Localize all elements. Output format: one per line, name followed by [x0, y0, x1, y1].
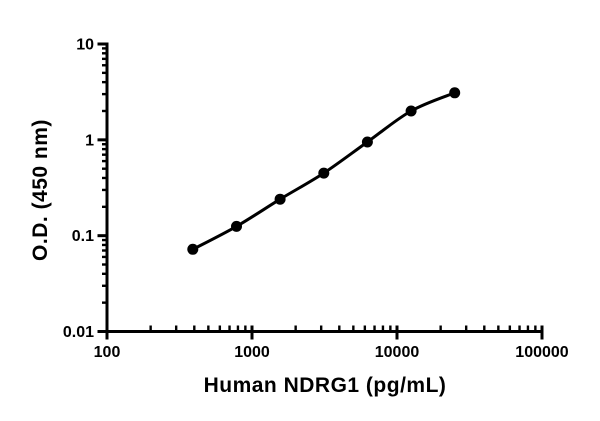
- x-tick-label: 100000: [515, 344, 568, 361]
- data-series: [187, 87, 461, 255]
- x-tick-label: 10000: [375, 344, 420, 361]
- x-axis-title: Human NDRG1 (pg/mL): [204, 374, 447, 397]
- data-point-marker: [231, 220, 242, 232]
- axes: [97, 42, 542, 340]
- tick-labels: 100 1000 10000 100000 0.01 0.1 1 10: [63, 37, 569, 361]
- y-tick-label: 10: [76, 37, 94, 54]
- data-point-marker: [318, 167, 330, 179]
- minor-ticks: [102, 47, 537, 331]
- y-tick-label: 1: [85, 132, 94, 149]
- y-tick-label: 0.1: [72, 228, 94, 245]
- y-axis-title: O.D. (450 nm): [29, 119, 52, 261]
- x-tick-label: 100: [94, 344, 121, 361]
- y-tick-label: 0.01: [63, 324, 94, 341]
- data-point-marker: [361, 136, 373, 148]
- x-tick-label: 1000: [234, 344, 270, 361]
- major-ticks: [97, 42, 544, 340]
- data-point-marker: [449, 87, 461, 99]
- data-point-marker: [405, 105, 417, 117]
- data-point-marker: [274, 193, 286, 205]
- data-point-marker: [187, 243, 199, 255]
